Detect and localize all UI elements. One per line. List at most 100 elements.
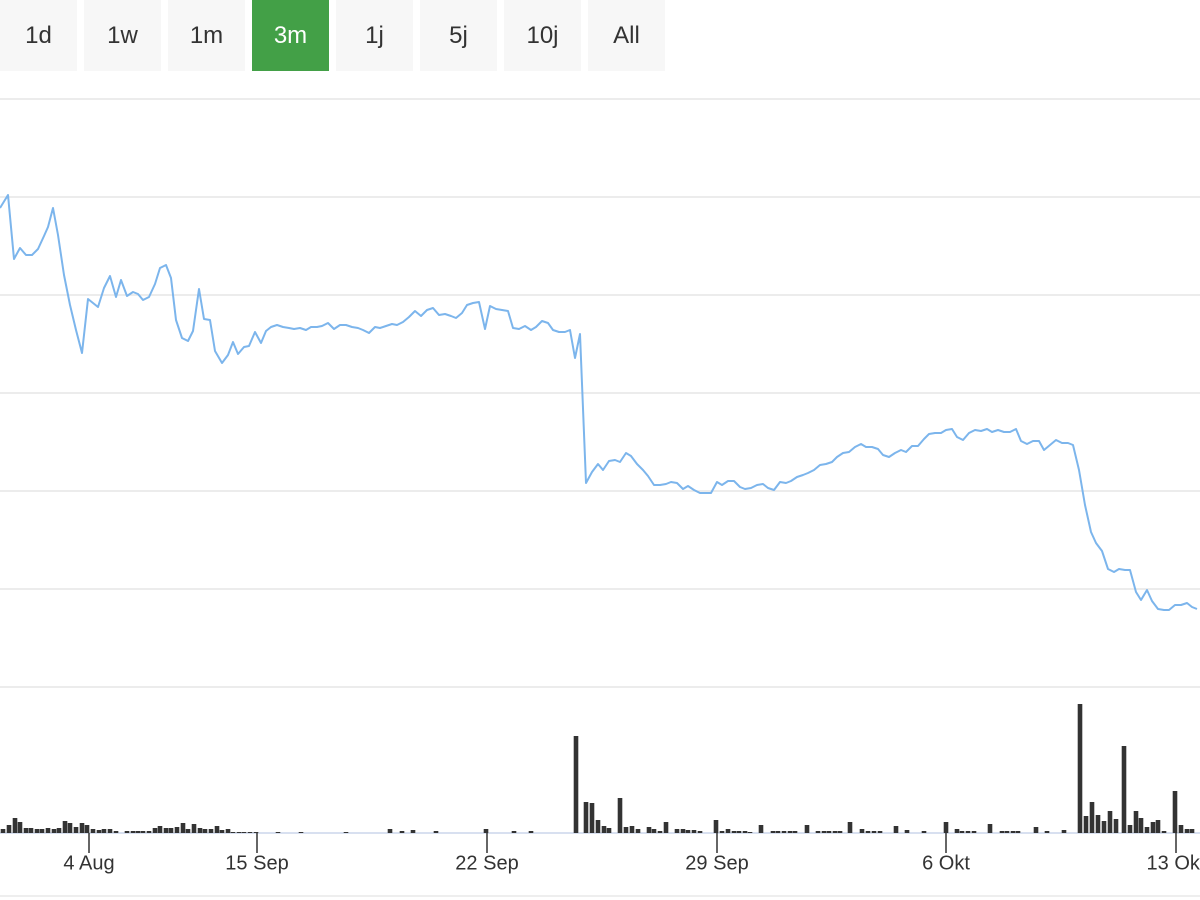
volume-bar [113,831,119,833]
volume-bar [28,828,34,833]
volume-bar [0,829,6,833]
volume-bar [230,832,236,833]
volume-bar [1061,830,1067,833]
volume-bar [62,821,68,833]
volume-bar [1172,791,1178,833]
volume-bar [826,831,832,833]
volume-bar [1161,831,1167,833]
volume-bar [1077,704,1083,833]
x-tick-label: 15 Sep [225,852,288,874]
volume-bar [731,831,737,833]
x-tick-label: 4 Aug [63,852,114,874]
volume-bar [815,831,821,833]
volume-bar [483,829,489,833]
volume-bar [617,798,623,833]
volume-bar [1089,802,1095,833]
volume-bar [1178,825,1184,833]
volume-bar [214,826,220,833]
volume-bar [1144,827,1150,833]
volume-bar [410,830,416,833]
volume-bar [865,831,871,833]
range-button[interactable]: 1m [168,0,245,71]
volume-bar [877,831,883,833]
x-tick-label: 29 Sep [685,852,748,874]
volume-bar [847,822,853,833]
volume-bar [770,831,776,833]
volume-bar [1004,831,1010,833]
volume-bar [185,829,191,833]
range-button[interactable]: 1d [0,0,77,71]
volume-bar [758,825,764,833]
volume-bar [241,832,247,833]
volume-bar [893,826,899,833]
volume-bar [742,831,748,833]
volume-bar [67,823,73,833]
volume-bar [583,802,589,833]
volume-bar [1015,831,1021,833]
volume-bar [56,828,62,833]
volume-bar [197,828,203,833]
range-button[interactable]: 1w [84,0,161,71]
volume-bar [45,828,51,833]
volume-bar [674,829,680,833]
volume-bar [107,829,113,833]
price-line [0,194,1198,611]
volume-bar [168,828,174,833]
volume-bar [275,832,281,833]
x-tick-label: 6 Okt [922,852,970,874]
volume-bar [971,831,977,833]
volume-bar [629,826,635,833]
volume-bar [399,831,405,833]
volume-bar [999,831,1005,833]
volume-bar [601,826,607,833]
volume-bar [606,828,612,833]
volume-bar [219,830,225,833]
volume-bar [1138,818,1144,833]
volume-bar [1044,831,1050,833]
volume-bar [90,829,96,833]
range-button[interactable]: 5j [420,0,497,71]
range-selector: 1d 1w 1m 3m 1j 5j 10j All [0,0,1200,72]
volume-bar [84,825,90,833]
volume-bar [180,823,186,833]
volume-bar [781,831,787,833]
volume-bar [589,803,595,833]
volume-bar [146,831,152,833]
volume-bar [775,831,781,833]
volume-bar [573,736,579,833]
volume-bar [725,829,731,833]
volume-bar [623,827,629,833]
volume-bar [987,824,993,833]
volume-bar [6,825,12,833]
range-button[interactable]: 1j [336,0,413,71]
volume-bar [635,829,641,833]
range-button[interactable]: 3m [252,0,329,71]
volume-bar [174,827,180,833]
volume-bar [528,831,534,833]
volume-bar [23,828,29,833]
volume-bar [1095,815,1101,833]
volume-bar [1033,827,1039,833]
volume-bar [697,831,703,833]
volume-bar [1083,816,1089,833]
volume-bar [39,829,45,833]
volume-bar [135,831,141,833]
range-button[interactable]: All [588,0,665,71]
volume-bar [140,831,146,833]
volume-bar [713,820,719,833]
volume-bar [859,829,865,833]
range-button[interactable]: 10j [504,0,581,71]
volume-bar [79,823,85,833]
volume-bar [208,829,214,833]
volume-bar [646,827,652,833]
volume-bar [719,831,725,833]
volume-bar [1101,821,1107,833]
volume-bar [1127,825,1133,833]
x-tick-label: 22 Sep [455,852,518,874]
volume-bar [191,824,197,833]
volume-bar [163,828,169,833]
volume-bar [247,832,253,833]
volume-bar [96,830,102,833]
volume-bar [792,831,798,833]
